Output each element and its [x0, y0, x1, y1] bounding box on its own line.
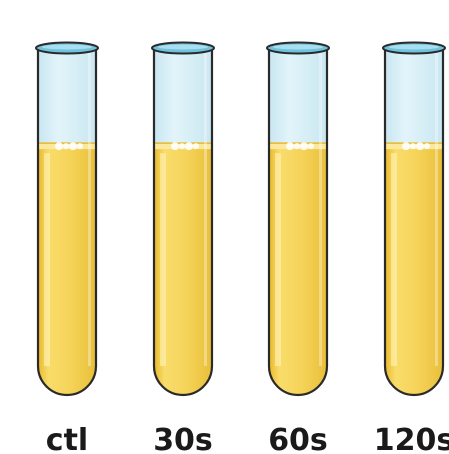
test-tube-120s	[382, 41, 446, 397]
tube-label-30s: 30s	[153, 423, 213, 454]
test-tube-60s	[266, 41, 330, 397]
tube-label-60s: 60s	[268, 423, 328, 454]
test-tube-30s	[151, 41, 215, 397]
liquid	[154, 142, 212, 395]
liquid	[38, 142, 96, 395]
liquid	[385, 142, 443, 395]
tube-label-120s: 120s	[374, 423, 449, 454]
tube-label-ctl: ctl	[46, 423, 88, 454]
liquid	[269, 142, 327, 395]
test-tube-ctl	[35, 41, 99, 397]
